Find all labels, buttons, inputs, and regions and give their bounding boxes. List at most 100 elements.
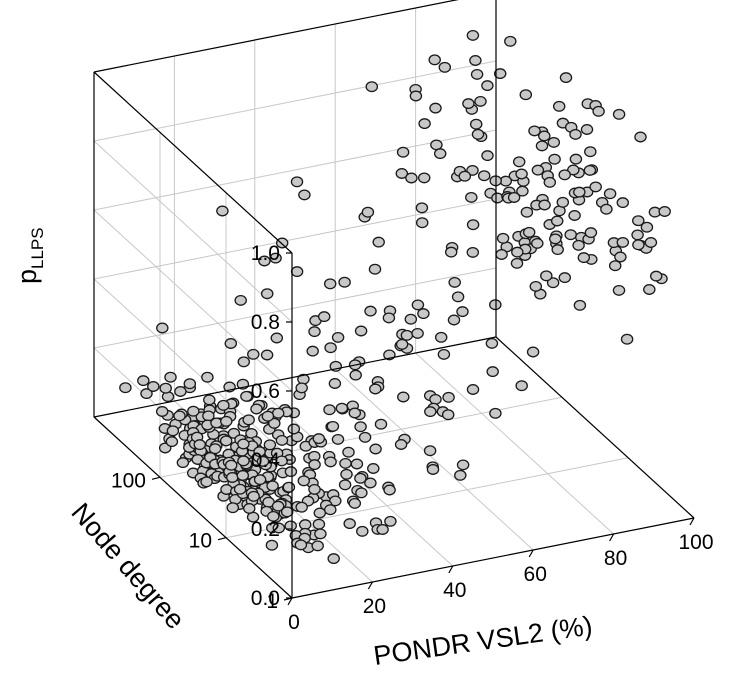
scatter-point xyxy=(331,433,345,445)
scatter-point xyxy=(466,384,480,395)
gridline-left-z xyxy=(93,209,293,392)
gridline-back-z xyxy=(93,198,497,280)
scatter-point xyxy=(447,314,461,326)
scatter-point xyxy=(466,164,479,176)
scatter-point xyxy=(220,415,233,427)
z-axis-title-main: p xyxy=(12,269,42,284)
z-tick-label: 0.6 xyxy=(251,380,280,403)
x-tick-label: 0 xyxy=(288,611,300,634)
scatter-point xyxy=(462,98,475,110)
scatter-point xyxy=(140,388,153,400)
scatter-point xyxy=(491,192,504,204)
scatter-point xyxy=(367,463,380,474)
scatter-point xyxy=(331,331,345,343)
x-tick-label: 40 xyxy=(443,579,466,602)
scatter-point xyxy=(372,236,385,248)
scatter-point xyxy=(631,229,644,241)
scatter-point xyxy=(258,255,271,267)
scatter-point xyxy=(369,383,382,395)
x-tick xyxy=(448,565,454,574)
scatter-point xyxy=(361,206,375,218)
scatter-point xyxy=(466,29,480,41)
scatter-point xyxy=(237,455,250,467)
scatter-point xyxy=(327,553,340,565)
scatter-point xyxy=(538,199,551,211)
scatter-point xyxy=(546,277,560,289)
scatter-point xyxy=(429,102,442,114)
scatter-point xyxy=(256,455,270,467)
scatter-point xyxy=(201,371,214,383)
scatter-point xyxy=(469,118,483,130)
scatter-point xyxy=(226,472,239,483)
scatter-point xyxy=(409,90,423,102)
scatter-point xyxy=(294,539,308,551)
scatter-point xyxy=(558,169,571,181)
gridline-back-z xyxy=(93,129,497,211)
scatter-point xyxy=(356,525,369,537)
scatter-point xyxy=(603,188,617,200)
scatter-point xyxy=(159,382,172,394)
scatter-point xyxy=(376,524,389,535)
scatter-point xyxy=(489,299,502,311)
scatter-point xyxy=(166,425,180,437)
gridline-floor-x xyxy=(334,368,534,551)
scatter-point xyxy=(308,326,321,338)
scatter-point xyxy=(589,181,602,193)
scatter-point xyxy=(404,313,418,325)
scatter-point xyxy=(454,469,467,481)
x-tick-label: 20 xyxy=(363,595,386,618)
scatter-point xyxy=(417,308,430,320)
scatter-point xyxy=(275,237,289,249)
scatter-point xyxy=(620,333,634,345)
scatter-point xyxy=(200,476,213,488)
scatter-point xyxy=(236,470,250,481)
scatter-point xyxy=(216,205,229,217)
scatter-point xyxy=(290,266,304,278)
x-tick xyxy=(528,549,534,558)
scatter-point xyxy=(284,520,297,532)
scatter-point xyxy=(348,497,362,509)
gridline-back-z xyxy=(93,267,497,349)
scatter-point xyxy=(437,348,451,360)
scatter-point xyxy=(632,239,645,251)
scatter-point xyxy=(290,176,304,188)
scatter-point xyxy=(418,118,431,130)
scatter-point xyxy=(564,229,577,241)
scatter-point xyxy=(550,215,564,227)
x-tick xyxy=(609,533,615,542)
scatter-point xyxy=(348,407,362,419)
scatter-point xyxy=(368,263,382,275)
scatter-point xyxy=(465,191,478,203)
scatter-point xyxy=(396,146,410,158)
y-tick-label: 1 xyxy=(266,590,278,613)
scatter-point xyxy=(226,502,240,514)
scatter-point xyxy=(428,54,441,66)
y-tick xyxy=(217,537,227,541)
scatter-point xyxy=(643,284,656,295)
scatter-point xyxy=(328,378,342,389)
scatter-point xyxy=(526,346,540,358)
y-tick xyxy=(151,476,161,480)
x-tick xyxy=(367,581,373,590)
scatter-point xyxy=(340,468,353,480)
scatter-point xyxy=(405,172,418,184)
scatter-point xyxy=(535,140,549,152)
scatter-point xyxy=(234,294,247,306)
scatter-point xyxy=(324,504,337,516)
x-axis-title: PONDR VSL2 (%) xyxy=(372,611,595,671)
scatter-point xyxy=(493,68,507,80)
scatter-point xyxy=(173,410,186,422)
gridline-back-z xyxy=(93,60,497,142)
scatter-point xyxy=(569,153,583,165)
scatter-point xyxy=(569,128,582,140)
scatter-point xyxy=(237,356,251,368)
z-tick-label: 0.2 xyxy=(251,518,280,541)
scatter-point xyxy=(568,210,581,221)
y-axis-title: Node degree xyxy=(65,497,190,635)
scatter-point xyxy=(364,305,377,317)
scatter-point xyxy=(382,312,396,324)
scatter-point xyxy=(481,80,494,92)
scatter-point xyxy=(640,221,654,233)
scatter-point xyxy=(267,510,280,522)
